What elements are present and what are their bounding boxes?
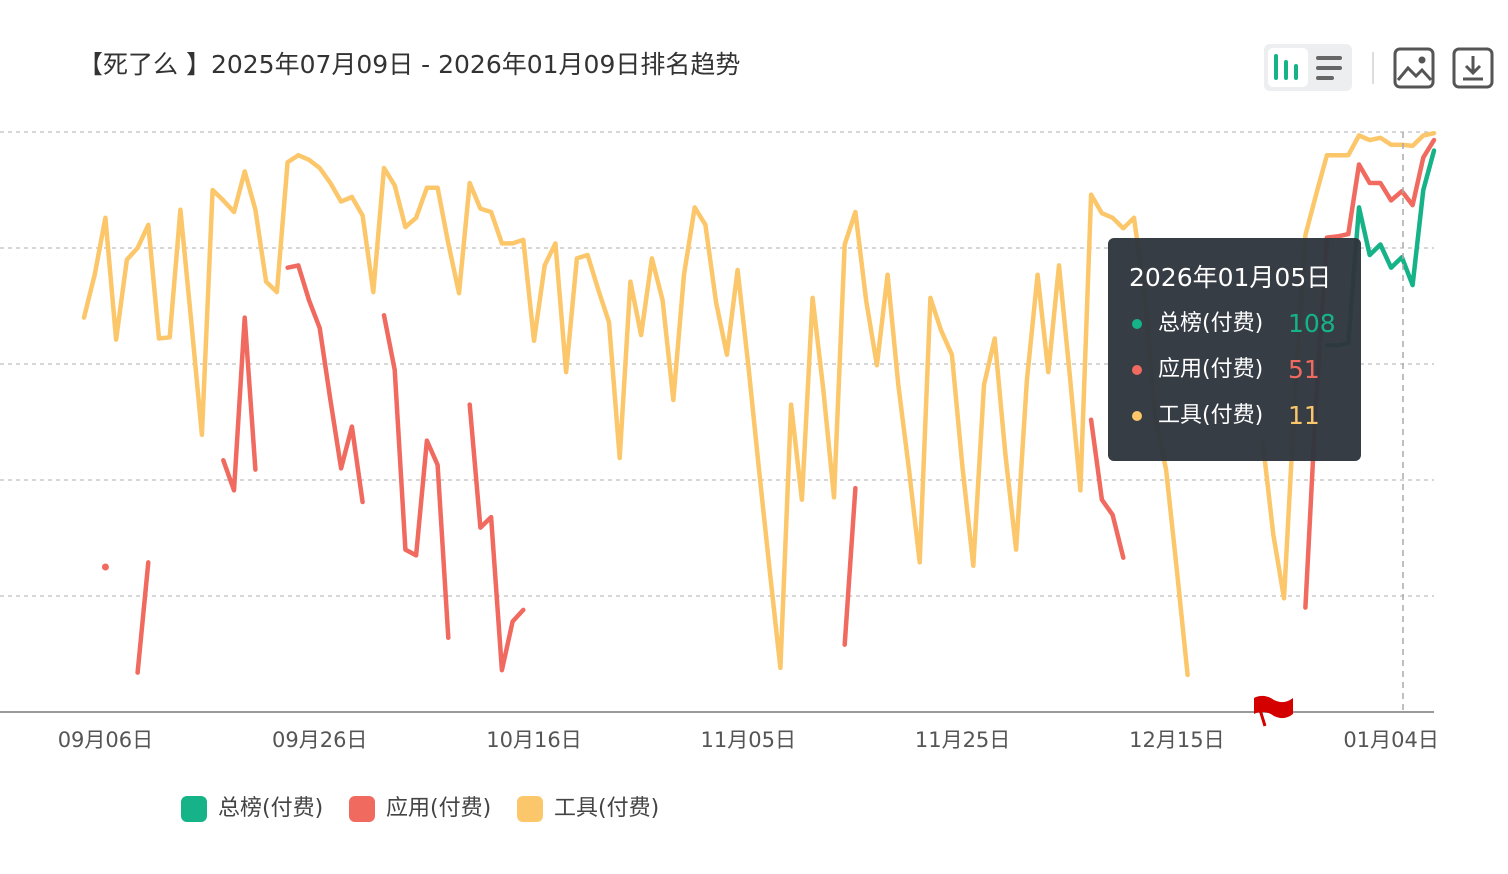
tooltip-dot xyxy=(1132,411,1142,421)
x-tick-label: 01月04日 xyxy=(1343,728,1438,752)
image-icon-dot xyxy=(1418,56,1426,64)
bar-view-button[interactable] xyxy=(1316,56,1342,80)
tooltip-dot xyxy=(1132,319,1142,329)
x-tick-label: 09月06日 xyxy=(58,728,153,752)
legend: 总榜(付费) 应用(付费) 工具(付费) xyxy=(181,796,659,822)
tooltip-series: 总榜(付费) xyxy=(1158,311,1263,336)
download-icon xyxy=(1463,56,1483,81)
chart-title: 【死了么 】2025年07月09日 - 2026年01月09日排名趋势 xyxy=(78,50,740,79)
legend-label: 应用(付费) xyxy=(386,796,491,821)
legend-label: 工具(付费) xyxy=(554,796,659,821)
image-icon xyxy=(1396,65,1433,82)
legend-swatch xyxy=(517,796,543,822)
x-tick-label: 09月26日 xyxy=(272,728,367,752)
tooltip-series: 应用(付费) xyxy=(1158,357,1263,382)
x-tick-label: 11月05日 xyxy=(701,728,796,752)
tooltip-title: 2026年01月05日 xyxy=(1129,263,1331,292)
tooltip-value: 51 xyxy=(1288,355,1320,384)
column-icon xyxy=(1274,54,1298,80)
legend-label: 总榜(付费) xyxy=(218,796,323,821)
tooltip-box xyxy=(1108,238,1361,461)
series-line xyxy=(81,130,1437,678)
x-tick-label: 10月16日 xyxy=(486,728,581,752)
legend-swatch xyxy=(349,796,375,822)
tooltip-series: 工具(付费) xyxy=(1158,403,1263,428)
series-line xyxy=(135,137,1437,675)
event-flag xyxy=(1254,695,1293,727)
image-button[interactable] xyxy=(1393,47,1435,89)
tooltip-value: 11 xyxy=(1288,401,1320,430)
tooltip-dot xyxy=(1132,365,1142,375)
tooltip-value: 108 xyxy=(1288,309,1336,338)
x-tick-label: 11月25日 xyxy=(915,728,1010,752)
toolbar xyxy=(1264,44,1494,91)
x-tick-label: 12月15日 xyxy=(1129,728,1224,752)
tooltip: 2026年01月05日 总榜(付费) 108 应用(付费) 51 工具(付费) … xyxy=(1108,238,1361,461)
legend-swatch xyxy=(181,796,207,822)
download-button[interactable] xyxy=(1452,47,1494,89)
data-point xyxy=(101,563,109,571)
